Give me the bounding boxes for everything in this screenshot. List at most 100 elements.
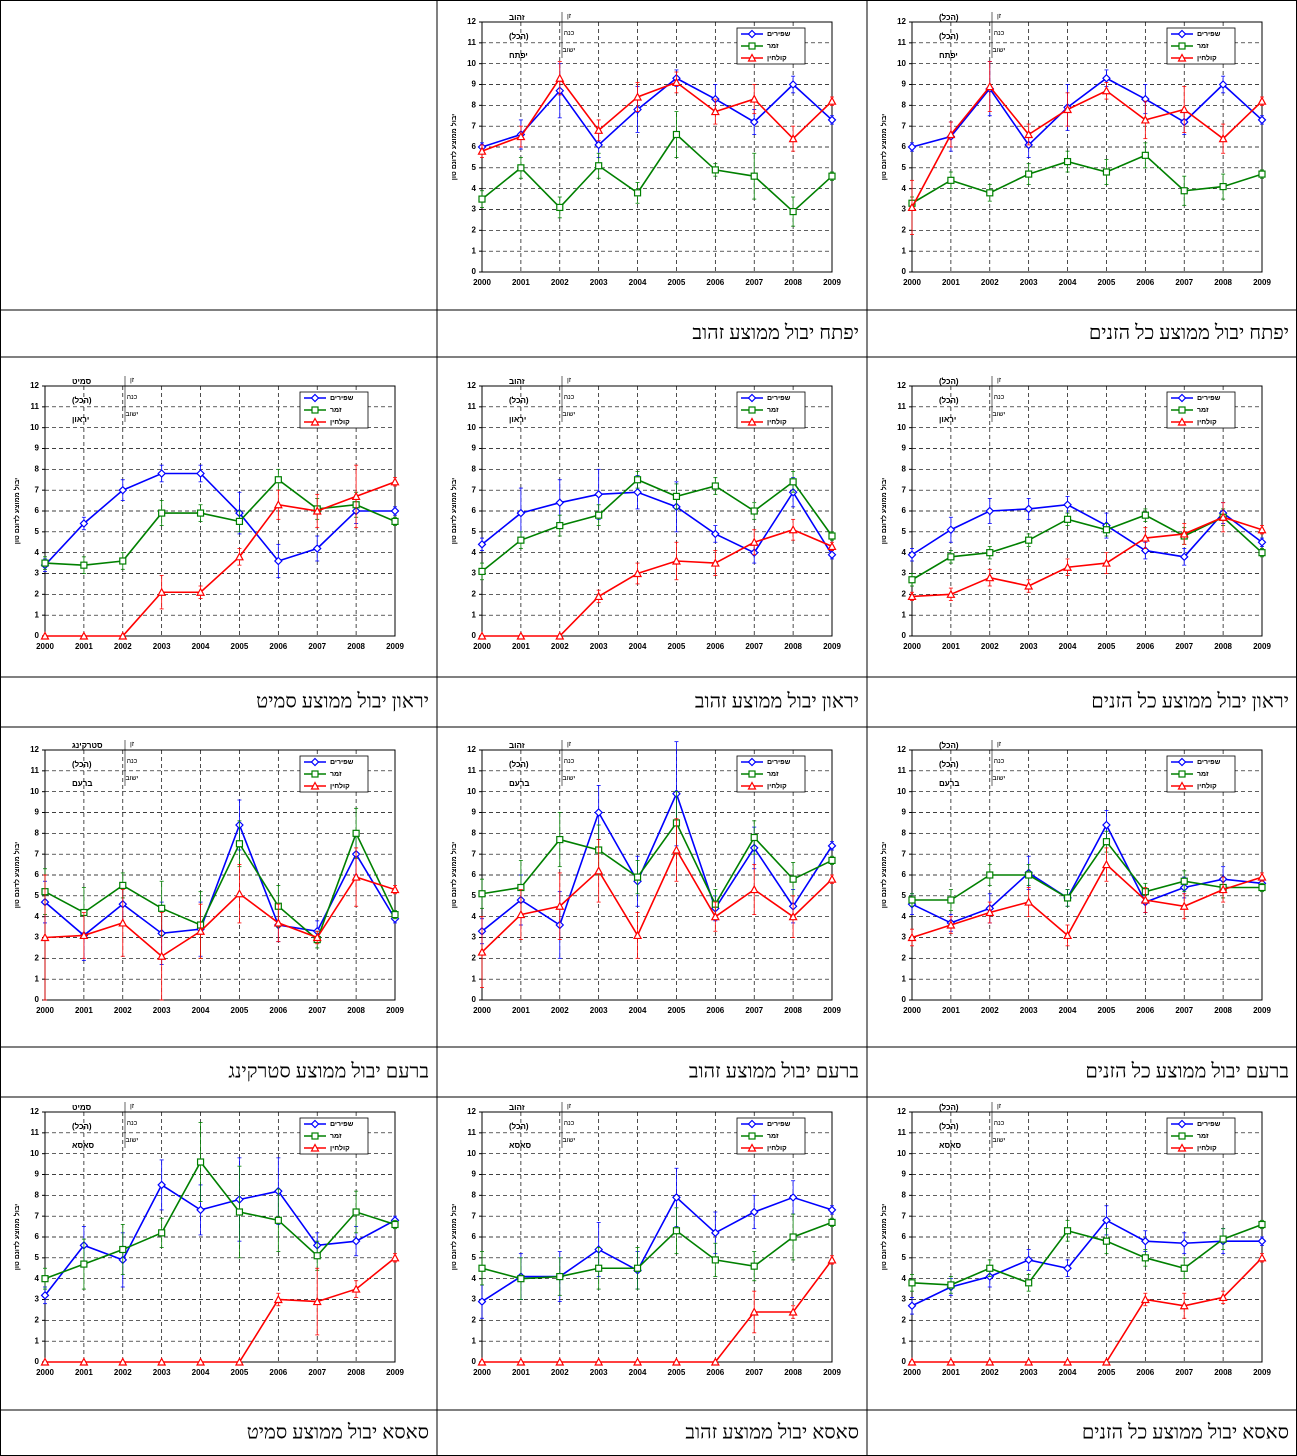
y-tick-label: 1: [472, 246, 477, 255]
marker: [985, 572, 995, 582]
marker: [633, 92, 643, 101]
marker: [1102, 526, 1111, 534]
x-tick-label: 2008: [784, 642, 802, 651]
marker: [555, 73, 565, 82]
y-tick-label: 8: [472, 464, 477, 473]
y-tick-label: 12: [897, 1107, 906, 1116]
x-tick-label: 2001: [75, 1368, 93, 1377]
legend-label: שפירים: [1197, 31, 1221, 38]
marker: [556, 1272, 564, 1281]
y-tick-label: 9: [35, 444, 40, 453]
x-tick-label: 2001: [512, 278, 530, 287]
x-tick-label: 2009: [823, 1006, 841, 1015]
marker: [1218, 884, 1228, 894]
marker: [946, 129, 956, 139]
x-tick-label: 2006: [706, 278, 724, 287]
x-tick-label: 2002: [551, 1368, 569, 1377]
x-tick-label: 2008: [1214, 278, 1232, 287]
marker: [555, 498, 565, 508]
x-tick-label: 2008: [784, 278, 802, 287]
y-tick-label: 10: [30, 423, 39, 432]
marker: [827, 874, 837, 883]
marker: [672, 1227, 681, 1235]
x-tick-label: 2002: [551, 642, 569, 651]
marker: [1063, 515, 1072, 523]
x-tick-label: 2008: [347, 1006, 365, 1015]
field-value: סאסא: [509, 1141, 532, 1150]
y-tick-label: 3: [472, 933, 477, 942]
legend-label: קולחין: [767, 1144, 787, 1152]
marker: [1177, 757, 1187, 767]
x-tick-label: 2003: [153, 1006, 171, 1015]
y-tick-label: 12: [30, 381, 39, 390]
y-tick-label: 0: [472, 267, 477, 276]
x-tick-label: 2004: [629, 1006, 647, 1015]
marker: [312, 1296, 322, 1306]
field-value: (הכל): [939, 13, 959, 22]
marker: [1025, 536, 1033, 544]
marker: [1258, 1220, 1266, 1229]
marker: [157, 469, 167, 478]
marker: [828, 1218, 836, 1227]
marker: [1179, 104, 1189, 114]
series-line: [481, 490, 833, 556]
field-value: יפתח: [509, 51, 528, 60]
y-tick-label: 2: [902, 225, 907, 234]
marker: [947, 553, 955, 561]
x-tick-label: 2008: [784, 1006, 802, 1015]
marker: [477, 947, 487, 956]
y-tick-label: 1: [472, 974, 477, 983]
marker: [594, 591, 604, 601]
caption: יראון יבול ממוצע כל הזנים: [1091, 691, 1289, 713]
marker: [1258, 170, 1266, 178]
marker: [196, 587, 206, 596]
marker: [312, 544, 322, 553]
y-tick-label: 2: [35, 589, 40, 598]
marker: [79, 631, 89, 640]
marker: [749, 117, 759, 127]
field-value: יפתח: [939, 51, 958, 60]
marker: [671, 556, 681, 565]
marker: [157, 951, 167, 960]
field-label: ישוב: [126, 1137, 139, 1144]
field-label: זן: [997, 13, 1002, 20]
marker: [1219, 1235, 1227, 1243]
legend-label: קולחין: [1197, 54, 1217, 62]
y-tick-label: 4: [472, 912, 477, 921]
x-tick-label: 2007: [308, 1006, 326, 1015]
x-tick-label: 2008: [784, 1368, 802, 1377]
y-tick-label: 6: [902, 1232, 907, 1241]
y-tick-label: 11: [898, 766, 907, 775]
x-tick-label: 2000: [473, 642, 491, 651]
series-line: [481, 821, 833, 906]
legend-label: זמר: [1197, 771, 1209, 778]
marker: [118, 918, 128, 927]
series-line: [481, 791, 833, 932]
marker: [477, 146, 487, 155]
marker: [273, 499, 283, 509]
marker: [1257, 872, 1267, 881]
marker: [908, 576, 916, 584]
y-tick-label: 7: [472, 485, 477, 494]
y-tick-label: 8: [902, 828, 907, 837]
x-tick-label: 2005: [231, 1006, 249, 1015]
field-value: (הכל): [939, 396, 959, 405]
marker: [1219, 182, 1227, 191]
marker: [1141, 151, 1149, 159]
marker: [1177, 417, 1187, 426]
y-tick-label: 0: [472, 631, 477, 640]
x-tick-label: 2008: [1214, 1006, 1232, 1015]
series-line: [482, 528, 833, 637]
field-label: זן: [130, 377, 135, 384]
field-value: זהוב: [509, 377, 525, 386]
field-value: (הכל): [509, 1122, 529, 1131]
y-tick-label: 9: [902, 808, 907, 817]
series-line: [911, 503, 1263, 558]
marker: [788, 911, 798, 921]
marker: [671, 1357, 681, 1366]
marker: [1024, 129, 1034, 139]
field-label: זן: [567, 13, 572, 20]
marker: [1178, 1132, 1186, 1140]
marker: [789, 207, 797, 216]
